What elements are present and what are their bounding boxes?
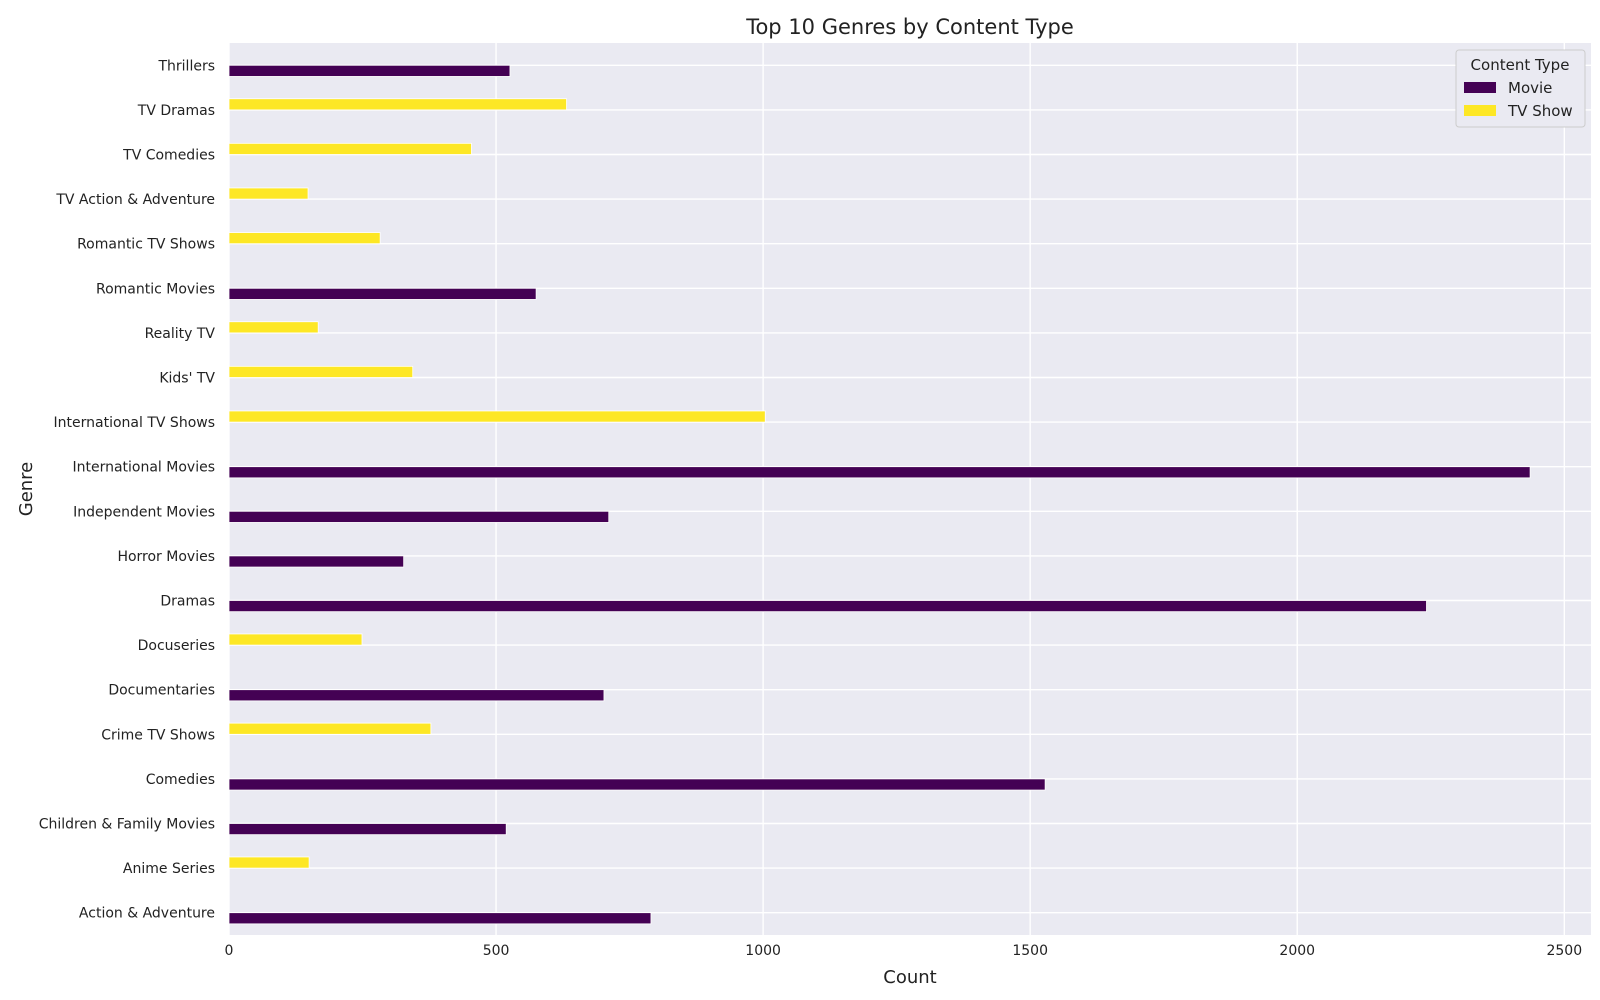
y-tick-label: Romantic Movies xyxy=(96,281,215,297)
bar-tv-show xyxy=(228,365,414,378)
y-tick-label: Documentaries xyxy=(108,683,215,699)
bar-movie xyxy=(228,600,1427,613)
x-axis-label: Count xyxy=(883,967,936,988)
y-axis-label: Genre xyxy=(16,462,37,517)
chart-title: Top 10 Genres by Content Type xyxy=(745,15,1074,39)
bar-tv-show xyxy=(228,187,309,200)
y-tick-label: Thrillers xyxy=(157,58,215,74)
y-tick-label: TV Action & Adventure xyxy=(55,192,215,208)
bar-movie xyxy=(228,912,652,925)
legend-swatch-tv-show xyxy=(1464,105,1496,116)
x-tick-label: 2500 xyxy=(1546,943,1582,959)
y-tick-label: Docuseries xyxy=(138,638,215,654)
bar-movie xyxy=(228,466,1531,479)
bar-movie xyxy=(228,510,610,523)
bar-tv-show xyxy=(228,856,310,869)
legend-label-movie: Movie xyxy=(1508,79,1552,97)
bar-tv-show xyxy=(228,142,472,155)
bar-tv-show xyxy=(228,232,381,245)
y-tick-label: TV Comedies xyxy=(122,148,215,164)
x-tick-label: 1500 xyxy=(1012,943,1048,959)
y-tick-label: Comedies xyxy=(146,772,215,788)
x-tick-label: 0 xyxy=(225,943,234,959)
bar-tv-show xyxy=(228,98,567,111)
bar-tv-show xyxy=(228,633,363,646)
y-tick-labels: Action & Adventure Anime Series Children &… xyxy=(39,58,216,921)
bars-group xyxy=(228,64,1531,925)
x-tick-label: 1000 xyxy=(745,943,781,959)
bar-tv-show xyxy=(228,321,319,334)
y-tick-label: Anime Series xyxy=(123,861,215,877)
x-tick-label: 2000 xyxy=(1279,943,1315,959)
y-tick-label: International Movies xyxy=(72,460,215,476)
legend-swatch-movie xyxy=(1464,82,1496,93)
y-tick-label: Independent Movies xyxy=(73,504,215,520)
y-tick-label: Children & Family Movies xyxy=(39,817,215,833)
bar-movie xyxy=(228,823,507,836)
y-tick-label: Romantic TV Shows xyxy=(77,237,215,253)
y-tick-label: Horror Movies xyxy=(117,549,215,565)
legend-title: Content Type xyxy=(1471,56,1570,74)
legend: Content Type Movie TV Show xyxy=(1455,49,1586,128)
plot-area xyxy=(229,43,1591,935)
y-tick-label: International TV Shows xyxy=(54,415,215,431)
bar-movie xyxy=(228,287,537,300)
x-tick-label: 500 xyxy=(483,943,510,959)
bar-movie xyxy=(228,64,511,77)
y-tick-label: Dramas xyxy=(160,594,215,610)
bar-movie xyxy=(228,689,605,702)
y-tick-label: Kids' TV xyxy=(159,371,215,387)
bar-movie xyxy=(228,778,1046,791)
y-tick-label: Reality TV xyxy=(145,326,216,342)
bar-tv-show xyxy=(228,722,432,735)
legend-label-tv-show: TV Show xyxy=(1507,102,1573,120)
y-tick-label: TV Dramas xyxy=(137,103,215,119)
y-tick-label: Crime TV Shows xyxy=(101,727,215,743)
bar-movie xyxy=(228,555,405,568)
y-tick-label: Action & Adventure xyxy=(79,906,215,922)
bar-tv-show xyxy=(228,410,766,423)
x-tick-labels: 0 500 1000 1500 2000 2500 xyxy=(225,943,1583,959)
